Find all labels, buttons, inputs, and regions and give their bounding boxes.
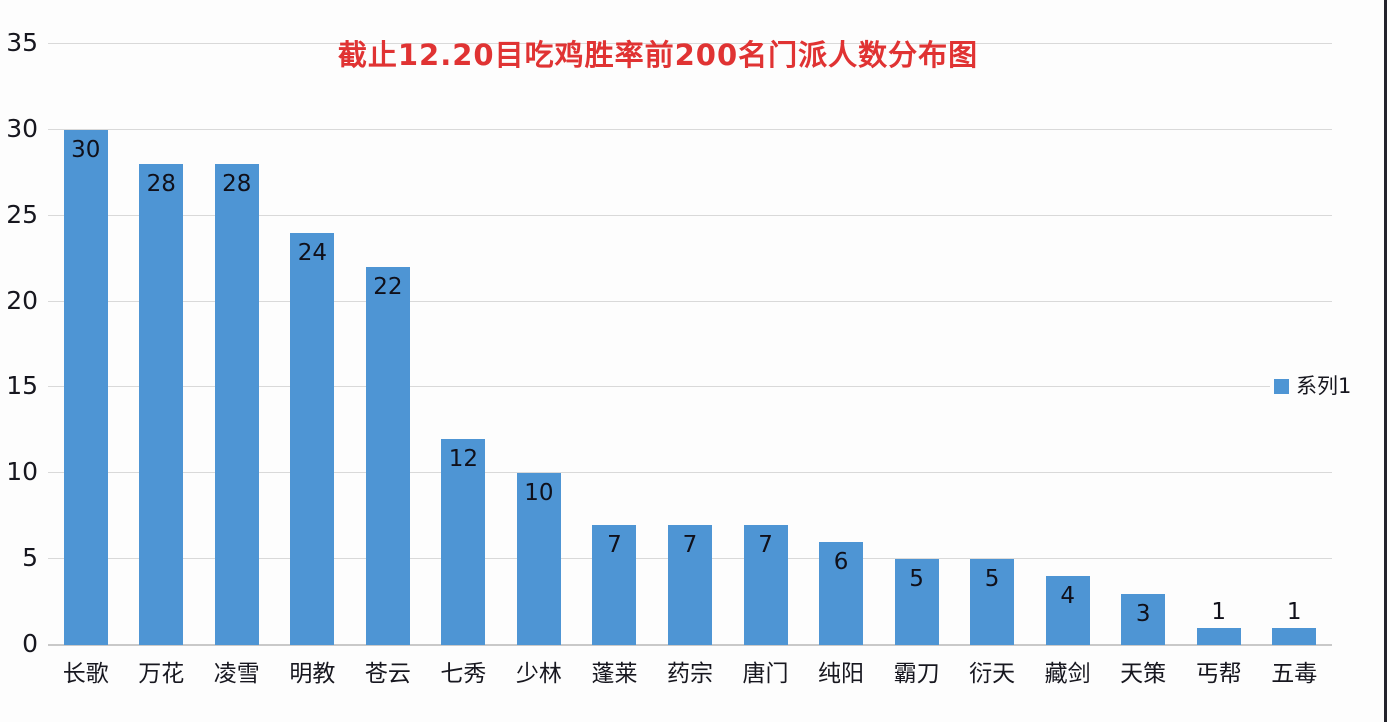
bar-data-label: 24 [297,239,327,266]
bar [365,267,410,645]
bar [743,524,788,645]
bar-data-label: 7 [682,531,698,558]
bar [894,559,939,645]
bar-data-label: 7 [758,531,773,558]
bar [819,541,864,645]
y-tick-label: 15 [6,371,38,401]
y-tick-label: 20 [6,285,38,315]
y-tick-label: 35 [6,28,38,57]
bar [139,164,184,645]
plot-area: 30 28 28 24 22 12 10 7 7 7 6 5 5 4 3 1 1 [48,43,1332,646]
x-category-label: 天策 [1120,661,1167,687]
x-category-label: 丐帮 [1195,661,1242,687]
gridline [48,472,1332,474]
legend-swatch-icon [1274,378,1289,394]
bar [516,473,561,645]
x-category-label: 藏剑 [1044,661,1091,687]
legend: 系列1 [1270,373,1356,399]
x-category-label: 万花 [138,661,185,687]
gridline [48,214,1332,216]
x-category-label: 唐门 [742,661,789,687]
chart-title: 截止12.20目吃鸡胜率前200名门派人数分布图 [337,38,979,72]
gridline [48,128,1332,130]
x-category-label: 长歌 [62,661,109,687]
x-category-label: 霸刀 [893,661,940,687]
bar-data-label: 30 [71,136,101,163]
bar-data-label: 3 [1135,600,1151,627]
bar [290,232,335,645]
x-category-label: 少林 [515,661,562,687]
bar [592,524,637,645]
y-tick-label: 25 [6,199,38,229]
x-category-label: 蓬莱 [591,661,638,687]
bar [1045,576,1090,645]
x-category-label: 七秀 [440,661,487,687]
x-axis-line [48,644,1332,646]
gridline [48,300,1332,302]
bar-data-label: 10 [524,480,554,507]
x-category-label: 凌雪 [213,661,260,687]
bar [214,164,259,645]
bar [1196,627,1241,645]
x-category-label: 五毒 [1271,661,1318,687]
bar [63,129,108,645]
bar-data-label: 28 [222,171,252,198]
bar-data-label: 4 [1060,583,1075,610]
bar-data-label: 5 [984,566,1000,593]
bar-data-label: 22 [373,274,403,301]
bar-data-label: 6 [833,548,849,575]
y-tick-label: 0 [22,629,38,658]
y-tick-label: 10 [6,457,38,487]
x-category-label: 明教 [289,661,336,687]
x-category-label: 衍天 [969,661,1016,687]
x-category-label: 苍云 [364,661,411,687]
bar [1272,627,1317,645]
x-category-label: 纯阳 [818,661,865,687]
window-right-edge [1384,0,1387,722]
bar [441,438,486,645]
bar [668,524,712,645]
gridline [48,386,1332,388]
bar-data-label: 1 [1211,598,1227,625]
bar [1121,593,1166,645]
y-tick-label: 5 [22,543,38,573]
bar-data-label: 12 [448,445,479,472]
legend-series-label: 系列1 [1296,374,1352,398]
x-category-label: 药宗 [666,661,713,687]
bar-data-label: 28 [146,171,176,198]
bar-data-label: 5 [909,566,924,593]
y-tick-label: 30 [6,113,38,143]
bar-data-label: 7 [607,531,622,558]
bar [970,559,1015,645]
gridline [48,43,1332,44]
bar-data-label: 1 [1286,598,1302,625]
